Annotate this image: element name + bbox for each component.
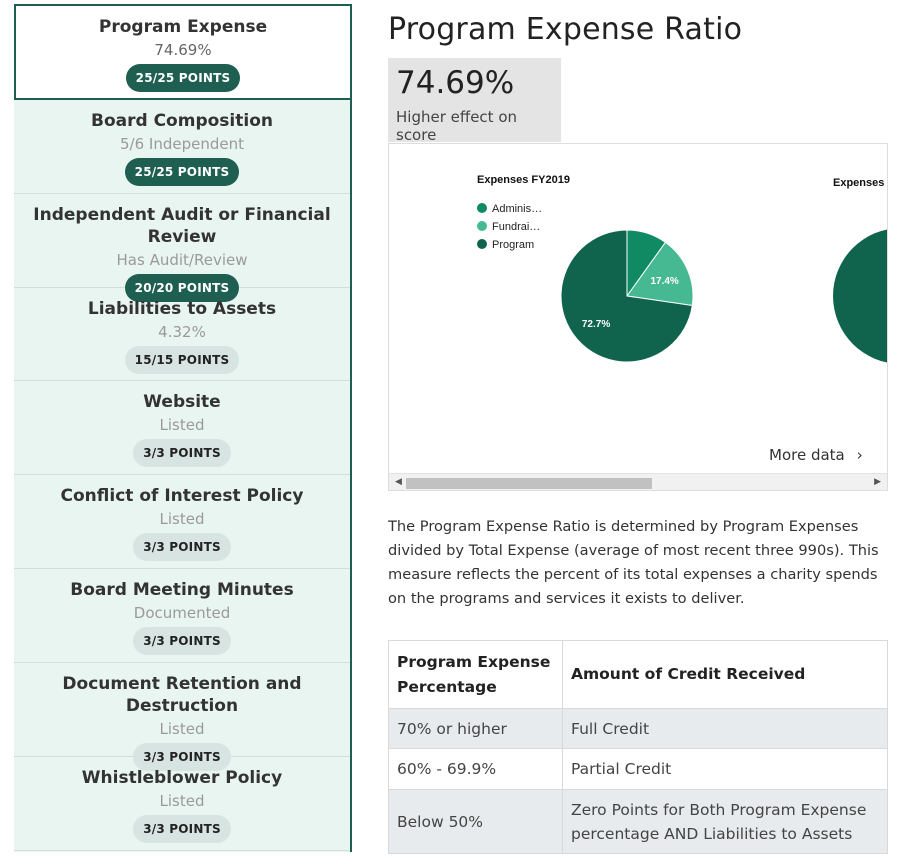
points-badge: 3/3 POINTS <box>133 743 231 771</box>
sidebar-item[interactable]: Board Composition 5/6 Independent 25/25 PO… <box>14 100 350 194</box>
table-cell: 70% or higher <box>388 708 563 749</box>
sidebar-item-value: 5/6 Independent <box>120 135 244 153</box>
legend-marker <box>477 221 487 231</box>
scroll-right-icon[interactable]: ▶ <box>874 477 881 487</box>
scroll-left-icon[interactable]: ◀ <box>395 477 402 487</box>
legend-label: Fundrai… <box>492 221 540 233</box>
chart-title: Expenses F <box>833 177 887 189</box>
points-badge: 3/3 POINTS <box>133 627 231 655</box>
score-box: 74.69% Higher effect on score <box>388 58 561 144</box>
credit-table: Program Expense Percentage Amount of Cre… <box>388 640 888 854</box>
table-row: 70% or higher Full Credit <box>388 708 888 749</box>
page-title: Program Expense Ratio <box>388 12 743 47</box>
column-header: Amount of Credit Received <box>562 640 888 709</box>
legend-marker <box>477 239 487 249</box>
sidebar-item[interactable]: Website Listed 3/3 POINTS <box>14 381 350 475</box>
table-cell: Full Credit <box>562 708 888 749</box>
table-cell: 60% - 69.9% <box>388 748 563 790</box>
sidebar-item[interactable]: Whistleblower Policy Listed 3/3 POINTS <box>14 757 350 851</box>
pie-slice <box>560 229 693 363</box>
sidebar-item-title: Document Retention and Destruction <box>62 674 302 716</box>
points-badge: 20/20 POINTS <box>124 274 240 302</box>
sidebar-item-title: Liabilities to Assets <box>87 299 277 319</box>
table-row: 60% - 69.9% Partial Credit <box>388 748 888 790</box>
table-cell: Partial Credit <box>562 748 888 790</box>
slice-label: 72.7% <box>582 319 610 330</box>
sidebar-item-title: Conflict of Interest Policy <box>60 486 304 506</box>
sidebar-item-title: Website <box>143 392 221 412</box>
table-header-row: Program Expense Percentage Amount of Cre… <box>388 640 888 709</box>
points-badge: 25/25 POINTS <box>125 64 241 92</box>
metrics-sidebar: Program Expense 74.69% 25/25 POINTS Board C… <box>14 4 352 852</box>
chevron-right-icon: › <box>856 446 863 464</box>
sidebar-item[interactable]: Liabilities to Assets 4.32% 15/15 POINTS <box>14 288 350 381</box>
scrollbar-thumb[interactable] <box>406 478 652 489</box>
sidebar-item-value: 74.69% <box>154 41 212 59</box>
table-row: Below 50% Zero Points for Both Program E… <box>388 789 888 854</box>
chart-scrollbar[interactable]: ◀ ▶ <box>389 473 887 490</box>
points-badge: 3/3 POINTS <box>133 533 231 561</box>
table-cell: Below 50% <box>388 789 563 854</box>
sidebar-item-title: Board Meeting Minutes <box>70 580 294 600</box>
legend-label: Program <box>492 239 534 251</box>
table-cell: Zero Points for Both Program Expense per… <box>562 789 888 854</box>
sidebar-item-title: Independent Audit or Financial Review <box>33 205 331 247</box>
sidebar-item-title: Program Expense <box>98 17 268 37</box>
points-badge: 3/3 POINTS <box>133 815 231 843</box>
sidebar-item-value: Listed <box>159 720 205 738</box>
legend-marker <box>477 203 487 213</box>
score-caption: Higher effect on score <box>396 108 518 144</box>
ratio-description: The Program Expense Ratio is determined … <box>388 518 879 607</box>
sidebar-item-value: 4.32% <box>158 323 206 341</box>
expenses-pie-charts: Expenses FY2019 Adminis… Fundrai… Program 17… <box>477 174 887 363</box>
sidebar-item[interactable]: Conflict of Interest Policy Listed 3/3 POI… <box>14 475 350 569</box>
more-data-link[interactable]: More data › <box>769 446 863 464</box>
points-badge: 15/15 POINTS <box>124 346 240 374</box>
sidebar-item[interactable]: Independent Audit or Financial Review Has… <box>14 194 350 302</box>
sidebar-item[interactable]: Program Expense 74.69% 25/25 POINTS <box>14 4 352 100</box>
more-data-label: More data <box>769 446 845 464</box>
slice-label: 17.4% <box>650 276 678 287</box>
pie-slice <box>833 229 887 363</box>
sidebar-item-title: Board Composition <box>91 111 273 131</box>
sidebar-item[interactable]: Document Retention and Destruction Listed… <box>14 663 350 771</box>
sidebar-item-title: Whistleblower Policy <box>81 768 283 788</box>
sidebar-item-value: Listed <box>159 792 205 810</box>
score-value: 74.69% <box>396 65 515 101</box>
legend-label: Adminis… <box>492 203 542 215</box>
points-badge: 25/25 POINTS <box>124 158 240 186</box>
sidebar-item-value: Listed <box>159 416 205 434</box>
pie-slice <box>626 241 694 307</box>
sidebar-item[interactable]: Board Meeting Minutes Documented 3/3 POINT… <box>14 569 350 663</box>
sidebar-item-value: Documented <box>133 604 231 622</box>
column-header: Program Expense Percentage <box>388 640 563 709</box>
expenses-chart-panel: Expenses FY2019 Adminis… Fundrai… Program 17… <box>388 143 888 491</box>
chart-title: Expenses FY2019 <box>477 174 570 186</box>
points-badge: 3/3 POINTS <box>133 439 231 467</box>
sidebar-item-value: Has Audit/Review <box>116 251 248 269</box>
sidebar-item-value: Listed <box>159 510 205 528</box>
